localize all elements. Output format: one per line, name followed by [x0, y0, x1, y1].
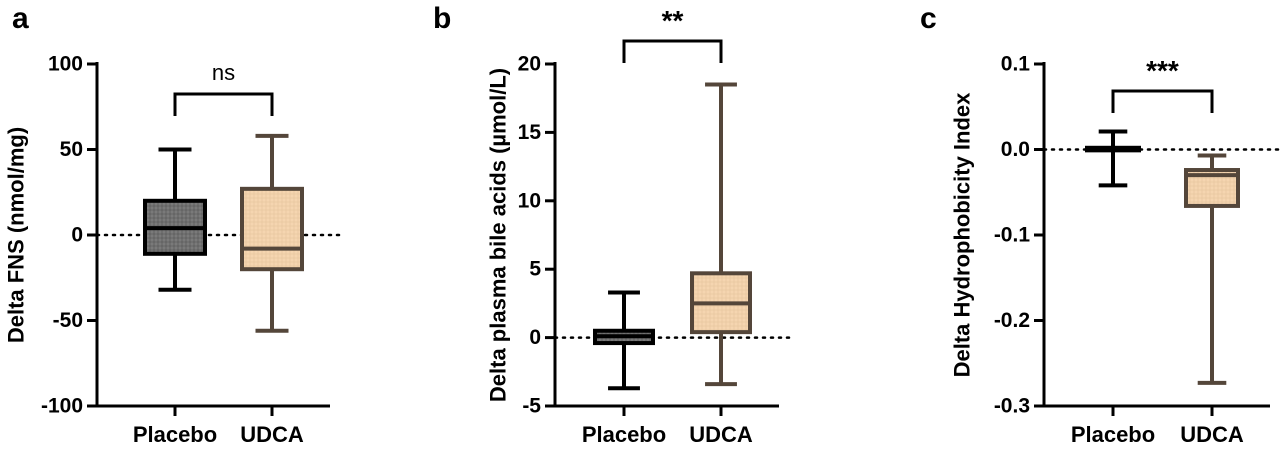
y-tick-label: 5	[529, 258, 541, 281]
x-tick-label: Placebo	[1071, 422, 1155, 447]
box-placebo	[143, 147, 207, 292]
y-tick-label: 0.1	[1001, 53, 1031, 76]
y-axis-label: Delta plasma bile acids (µmol/L)	[486, 68, 511, 402]
y-tick-label: -100	[41, 395, 83, 418]
y-tick-label: 0	[529, 326, 541, 349]
chart-panel-a: a Delta FNS (nmol/mg) 100 50 0 -50 -100 Placebo…	[4, 2, 344, 447]
y-tick-label: 50	[60, 138, 83, 161]
box-placebo	[593, 290, 655, 391]
x-tick-label: UDCA	[240, 422, 304, 447]
y-tick-label: -0.2	[994, 309, 1030, 332]
box-placebo	[1085, 129, 1141, 188]
y-tick-label: 100	[48, 53, 83, 76]
panel-letter: c	[920, 2, 937, 35]
y-tick-label: -0.1	[994, 224, 1031, 247]
x-tick-label: Placebo	[582, 422, 666, 447]
chart-panel-c: c Delta Hydrophobicity Index 0.1 0.0 -0.1 -0.…	[920, 2, 1280, 447]
significance-bracket	[1111, 89, 1214, 113]
x-tick-label: UDCA	[1180, 422, 1244, 447]
y-axis-label: Delta Hydrophobicity Index	[950, 92, 975, 378]
y-axis-label: Delta FNS (nmol/mg)	[4, 127, 29, 343]
x-tick-label: Placebo	[133, 422, 217, 447]
y-tick-label: 15	[518, 121, 542, 144]
iqr-box	[240, 186, 304, 272]
x-tick-label: UDCA	[689, 422, 753, 447]
significance-bracket	[173, 92, 274, 116]
y-tick-label: 0	[71, 224, 83, 247]
y-tick-label: -5	[522, 395, 541, 418]
panel-letter: a	[12, 2, 29, 35]
significance-bracket	[622, 39, 723, 63]
y-tick-label: 20	[518, 53, 541, 76]
significance-label: **	[662, 5, 684, 36]
box-udca	[240, 133, 304, 333]
significance-label: ***	[1146, 55, 1179, 86]
panel-letter: b	[433, 2, 451, 35]
box-udca	[1184, 153, 1240, 385]
chart-panel-b: b Delta plasma bile acids (µmol/L) 20 15 10 5…	[433, 2, 793, 447]
y-tick-label: -0.3	[994, 395, 1030, 418]
y-tick-label: 10	[518, 189, 541, 212]
box-udca	[690, 82, 752, 387]
y-tick-label: -50	[53, 309, 83, 332]
y-tick-label: 0.0	[1001, 138, 1030, 161]
significance-label: ns	[212, 60, 235, 85]
